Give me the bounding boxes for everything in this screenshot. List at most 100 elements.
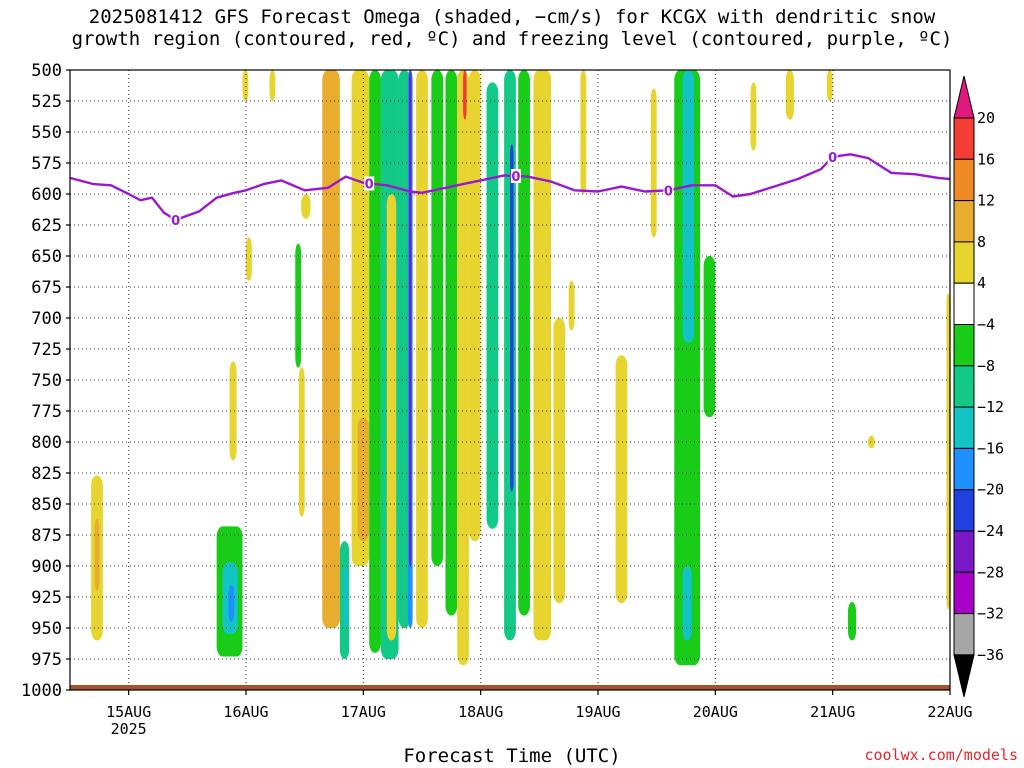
colorbar-swatch-1 (953, 117, 975, 160)
x-tick-label-5: 20AUG (693, 703, 738, 721)
contour-label-bg-3 (663, 183, 674, 198)
colorbar-label-1: 16 (977, 150, 995, 168)
colorbar-label-6: −8 (977, 357, 995, 375)
x-axis-label: Forecast Time (UTC) (403, 745, 621, 767)
colorbar-swatch-4 (953, 241, 975, 284)
y-tick-label-13: 825 (31, 464, 62, 484)
omega-cell-20 (386, 194, 397, 641)
contour-label-0: 0 (171, 214, 180, 229)
y-tick-label-11: 775 (31, 402, 62, 422)
omega-cell-17 (357, 417, 370, 542)
y-tick-label-17: 925 (31, 588, 62, 608)
colorbar-swatch-7 (953, 365, 975, 408)
y-tick-label-16: 900 (31, 557, 62, 577)
omega-cell-27 (457, 70, 469, 666)
contour-label-bg-4 (827, 149, 838, 164)
plot-grid (70, 70, 950, 690)
colorbar-swatch-2 (953, 158, 975, 202)
title-line-2: growth region (contoured, red, ºC) and f… (71, 28, 953, 50)
colorbar-label-12: −32 (977, 605, 1004, 623)
y-tick-label-6: 650 (31, 247, 62, 267)
y-tick-label-19: 975 (31, 650, 62, 670)
colorbar: 20 16 12 8 4 −4 −8 −12 −16 −20 −24 −28 −32 −36 (953, 75, 1004, 698)
contour-label-bg-0 (170, 213, 181, 228)
omega-cell-8 (269, 70, 276, 101)
y-tick-label-1: 525 (31, 92, 62, 112)
y-tick-label-3: 575 (31, 154, 62, 174)
colorbar-swatch-6 (953, 324, 975, 367)
omega-cell-15 (343, 566, 349, 628)
omega-cell-21 (398, 70, 411, 628)
x-tick-label-7: 22AUG (927, 703, 972, 721)
y-tick-label-18: 950 (31, 619, 62, 639)
chart-title: 2025081412 GFS Forecast Omega (shaded, −… (0, 6, 1024, 50)
colorbar-label-11: −28 (977, 563, 1004, 581)
source-credit: coolwx.com/models (864, 746, 1018, 764)
omega-cell-44 (750, 82, 757, 151)
y-tick-label-12: 800 (31, 433, 62, 453)
omega-cell-11 (301, 194, 311, 219)
contour-label-3: 0 (664, 184, 673, 199)
x-tick-label-4: 19AUG (575, 703, 620, 721)
colorbar-label-8: −16 (977, 439, 1004, 457)
omega-cell-28 (463, 70, 467, 120)
colorbar-swatch-14 (953, 654, 975, 698)
omega-cell-39 (650, 88, 657, 238)
contour-label-4: 0 (828, 151, 837, 166)
freezing-level-contour: 0 0 0 0 0 (70, 149, 950, 229)
y-tick-label-14: 850 (31, 495, 62, 515)
omega-cell-13 (330, 268, 337, 467)
omega-cell-26 (445, 70, 458, 616)
omega-cell-10 (298, 367, 305, 517)
colorbar-label-10: −24 (977, 522, 1004, 540)
omega-cell-34 (533, 70, 552, 641)
y-tick-label-9: 725 (31, 340, 62, 360)
x-tick-year-label: 2025 (111, 720, 147, 738)
y-tick-label-2: 550 (31, 123, 62, 143)
y-tick-label-10: 750 (31, 371, 62, 391)
omega-cell-41 (682, 70, 695, 343)
y-tick-label-7: 675 (31, 278, 62, 298)
omega-cell-35 (553, 318, 566, 604)
contour-label-bg-1 (364, 176, 375, 191)
colorbar-swatch-8 (953, 406, 975, 449)
y-tick-label-4: 600 (31, 185, 62, 205)
y-tick-label-5: 625 (31, 216, 62, 236)
omega-cell-48 (867, 435, 875, 449)
contour-label-bg-2 (510, 169, 521, 184)
colorbar-label-3: 8 (977, 233, 986, 251)
omega-cell-6 (242, 70, 249, 101)
colorbar-swatch-0 (953, 75, 975, 119)
y-tick-label-20: 1000 (21, 681, 62, 701)
omega-cell-38 (615, 355, 628, 604)
y-axis: 500 525 550 575 600 625 650 675 700 725 750 775 800 8… (21, 61, 70, 701)
x-tick-label-3: 18AUG (458, 703, 503, 721)
omega-cell-49 (946, 293, 950, 610)
omega-cell-18 (369, 70, 381, 653)
omega-cell-47 (847, 601, 857, 641)
colorbar-swatch-3 (953, 200, 975, 243)
omega-cell-5 (229, 361, 237, 461)
freezing-level-line (70, 153, 950, 222)
colorbar-label-7: −12 (977, 398, 1004, 416)
omega-cell-7 (246, 237, 252, 281)
colorbar-label-9: −20 (977, 481, 1004, 499)
contour-label-1: 0 (365, 177, 374, 192)
omega-cell-32 (510, 144, 514, 492)
colorbar-label-13: −36 (977, 646, 1004, 664)
omega-cell-43 (703, 256, 716, 418)
colorbar-label-2: 12 (977, 192, 995, 210)
ground-strip (70, 685, 950, 690)
omega-cell-30 (486, 82, 499, 529)
y-tick-label-15: 875 (31, 526, 62, 546)
colorbar-swatch-13 (953, 613, 975, 656)
title-line-1: 2025081412 GFS Forecast Omega (shaded, −… (88, 6, 936, 28)
colorbar-label-4: 4 (977, 274, 986, 292)
omega-cell-46 (826, 70, 833, 101)
omega-cell-29 (468, 70, 481, 542)
x-tick-label-6: 21AUG (810, 703, 855, 721)
omega-cell-45 (785, 70, 794, 120)
colorbar-swatch-11 (953, 530, 975, 573)
omega-cell-1 (94, 518, 100, 591)
contour-label-2: 0 (511, 170, 520, 185)
